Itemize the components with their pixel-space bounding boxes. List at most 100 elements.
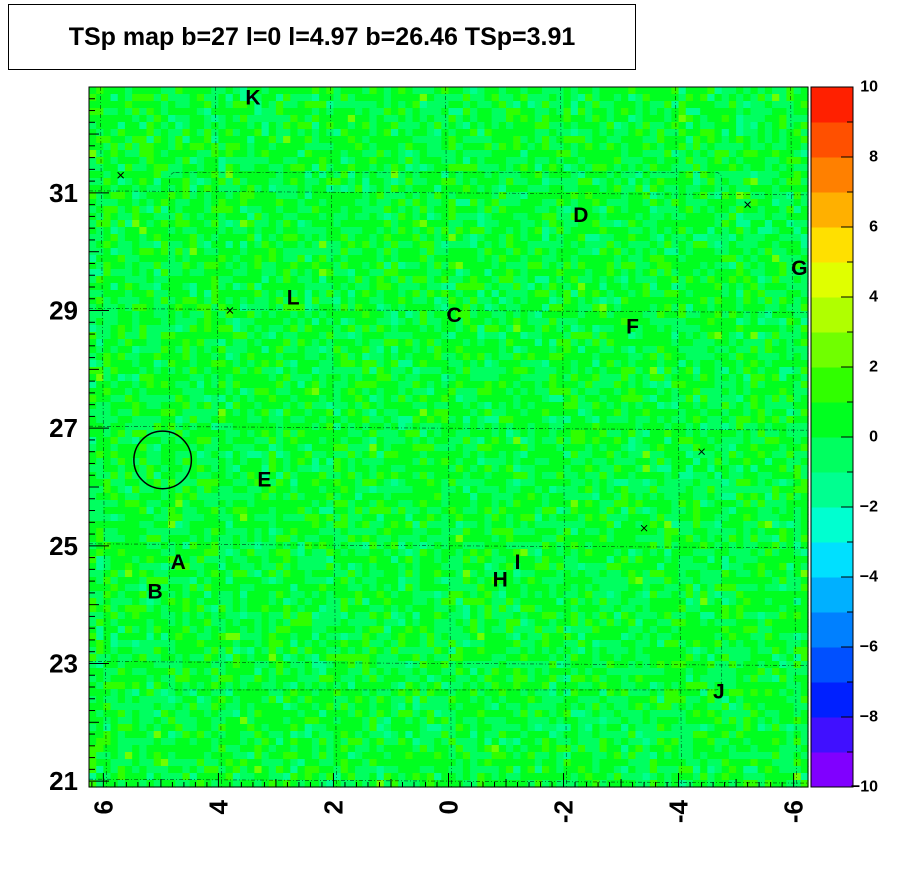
heatmap-cell xyxy=(139,367,148,375)
heatmap-cell xyxy=(772,185,780,193)
heatmap-cell xyxy=(498,423,507,431)
heatmap-cell xyxy=(613,199,622,207)
heatmap-cell xyxy=(470,171,478,179)
heatmap-cell xyxy=(369,220,378,228)
heatmap-cell xyxy=(304,248,313,256)
heatmap-cell xyxy=(412,360,421,368)
heatmap-cell xyxy=(182,325,191,333)
heatmap-cell xyxy=(556,276,565,284)
heatmap-cell xyxy=(311,381,320,389)
heatmap-cell xyxy=(211,395,220,403)
heatmap-cell xyxy=(556,269,565,277)
heatmap-cell xyxy=(434,276,442,284)
heatmap-cell xyxy=(275,178,284,186)
heatmap-cell xyxy=(707,311,716,319)
heatmap-cell xyxy=(649,94,658,102)
heatmap-cell xyxy=(103,255,112,263)
heatmap-cell xyxy=(534,423,543,431)
heatmap-cell xyxy=(455,241,464,249)
heatmap-cell xyxy=(772,346,780,354)
heatmap-cell xyxy=(204,409,212,417)
heatmap-cell xyxy=(232,199,241,207)
heatmap-cell xyxy=(290,381,299,389)
heatmap-cell xyxy=(556,185,565,193)
heatmap-cell xyxy=(498,164,507,172)
heatmap-cell xyxy=(297,115,306,123)
heatmap-cell xyxy=(570,143,579,151)
heatmap-cell xyxy=(275,395,284,403)
heatmap-cell xyxy=(132,332,140,340)
heatmap-cell xyxy=(498,108,507,116)
heatmap-cell xyxy=(225,283,234,291)
heatmap-cell xyxy=(506,108,514,116)
heatmap-cell xyxy=(506,402,514,410)
heatmap-cell xyxy=(110,269,119,277)
heatmap-cell xyxy=(757,241,766,249)
heatmap-cell xyxy=(484,213,493,221)
heatmap-cell xyxy=(225,255,234,263)
heatmap-cell xyxy=(426,332,435,340)
heatmap-cell xyxy=(800,206,809,214)
heatmap-cell xyxy=(182,311,191,319)
heatmap-cell xyxy=(204,192,212,200)
heatmap-cell xyxy=(211,402,220,410)
heatmap-cell xyxy=(132,367,140,375)
heatmap-cell xyxy=(333,241,342,249)
heatmap-cell xyxy=(275,311,284,319)
heatmap-cell xyxy=(340,171,349,179)
heatmap-cell xyxy=(434,192,442,200)
heatmap-cell xyxy=(556,143,565,151)
heatmap-cell xyxy=(592,241,601,249)
heatmap-cell xyxy=(340,430,349,438)
heatmap-cell xyxy=(577,192,586,200)
heatmap-cell xyxy=(721,381,730,389)
heatmap-cell xyxy=(254,297,263,305)
heatmap-cell xyxy=(743,318,752,326)
heatmap-cell xyxy=(268,318,277,326)
heatmap-cell xyxy=(628,192,637,200)
heatmap-cell xyxy=(506,122,514,130)
heatmap-cell xyxy=(793,122,802,130)
heatmap-cell xyxy=(498,213,507,221)
heatmap-cell xyxy=(347,304,356,312)
heatmap-cell xyxy=(146,108,155,116)
heatmap-cell xyxy=(275,423,284,431)
heatmap-cell xyxy=(800,199,809,207)
heatmap-cell xyxy=(750,290,759,298)
heatmap-cell xyxy=(283,353,291,361)
heatmap-cell xyxy=(736,255,744,263)
heatmap-cell xyxy=(153,311,162,319)
heatmap-cell xyxy=(484,241,493,249)
heatmap-cell xyxy=(707,416,716,424)
heatmap-cell xyxy=(254,248,263,256)
heatmap-cell xyxy=(613,108,622,116)
heatmap-cell xyxy=(786,108,795,116)
heatmap-cell xyxy=(117,185,126,193)
heatmap-cell xyxy=(570,192,579,200)
heatmap-cell xyxy=(635,304,644,312)
heatmap-cell xyxy=(592,416,601,424)
heatmap-cell xyxy=(405,381,414,389)
heatmap-cell xyxy=(585,136,593,144)
heatmap-cell xyxy=(448,87,457,95)
heatmap-cell xyxy=(628,423,637,431)
heatmap-cell xyxy=(700,192,708,200)
heatmap-cell xyxy=(455,227,464,235)
heatmap-cell xyxy=(182,143,191,151)
heatmap-cell xyxy=(585,115,593,123)
heatmap-cell xyxy=(513,311,521,319)
heatmap-cell xyxy=(664,164,672,172)
heatmap-cell xyxy=(297,227,306,235)
heatmap-cell xyxy=(160,283,169,291)
heatmap-cell xyxy=(247,150,255,158)
heatmap-cell xyxy=(175,213,184,221)
heatmap-cell xyxy=(96,122,104,130)
heatmap-cell xyxy=(362,234,371,242)
heatmap-cell xyxy=(534,115,543,123)
heatmap-cell xyxy=(434,178,442,186)
heatmap-cell xyxy=(455,402,464,410)
heatmap-cell xyxy=(434,157,442,165)
heatmap-cell xyxy=(541,304,550,312)
heatmap-cell xyxy=(254,395,263,403)
heatmap-cell xyxy=(139,430,148,438)
